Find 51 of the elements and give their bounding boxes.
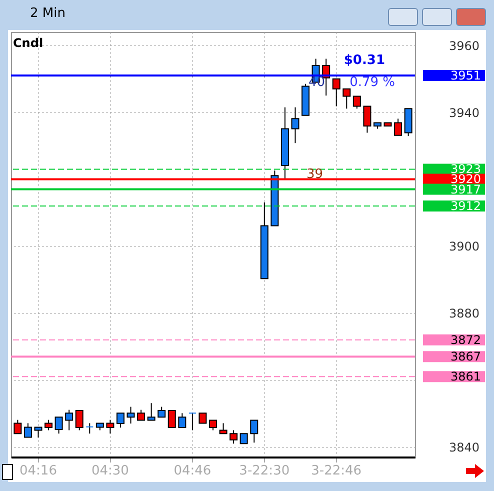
candlestick <box>65 409 74 431</box>
annotation: 39 <box>306 167 323 182</box>
y-tick-label: 3940 <box>448 106 480 120</box>
ref-line-label: 3861 <box>450 370 481 384</box>
candlestick <box>394 118 402 136</box>
chart-title: 2 Min <box>30 6 66 21</box>
ref-line-label: 3917 <box>450 182 481 196</box>
candlestick <box>240 433 248 444</box>
x-tick-label: 3-22:46 <box>311 464 362 478</box>
ref-line-label: 3912 <box>450 199 481 214</box>
candlestick <box>219 422 228 434</box>
ref-line-label: 3867 <box>450 350 481 364</box>
candlestick <box>198 412 207 424</box>
candlestick <box>230 430 238 444</box>
candlestick <box>352 96 361 110</box>
annotation: Cndl <box>13 36 44 50</box>
candlestick <box>86 422 94 434</box>
y-tick-label: 3880 <box>448 306 480 321</box>
y-tick-label: 3960 <box>448 38 480 53</box>
candlestick <box>137 409 146 421</box>
candlestick <box>209 420 217 431</box>
y-tick-label: 3840 <box>448 440 480 454</box>
candlestick <box>34 426 42 438</box>
x-tick-label: 04:16 <box>20 464 57 478</box>
x-tick-label: 04:46 <box>174 464 212 478</box>
candlestick <box>54 416 63 434</box>
candlestick <box>126 406 135 424</box>
candlestick <box>44 419 53 431</box>
candlestick <box>342 88 351 110</box>
candlestick <box>116 412 124 428</box>
annotation: 0.79 % <box>350 75 395 90</box>
candlestick <box>250 420 258 444</box>
x-tick-label: 04:30 <box>91 464 129 478</box>
candlestick <box>168 410 176 428</box>
candlestick <box>14 419 22 434</box>
candlestick <box>106 419 114 434</box>
y-tick-label: 3900 <box>448 240 480 254</box>
candlestick <box>363 106 372 134</box>
candlestick <box>147 402 156 421</box>
candlestick <box>24 422 32 438</box>
candlestick <box>75 410 84 431</box>
candlestick <box>178 412 186 428</box>
candlestick <box>158 406 166 418</box>
candlestick <box>332 78 340 107</box>
annotation: 40 <box>308 75 325 90</box>
annotation: $0.31 <box>344 53 385 68</box>
x-tick-label: 3-22:30 <box>239 464 290 478</box>
ref-line-label: 3951 <box>450 68 481 83</box>
ref-line-label: 3872 <box>450 332 481 347</box>
candlestick <box>188 412 196 431</box>
candlestick <box>291 106 300 144</box>
